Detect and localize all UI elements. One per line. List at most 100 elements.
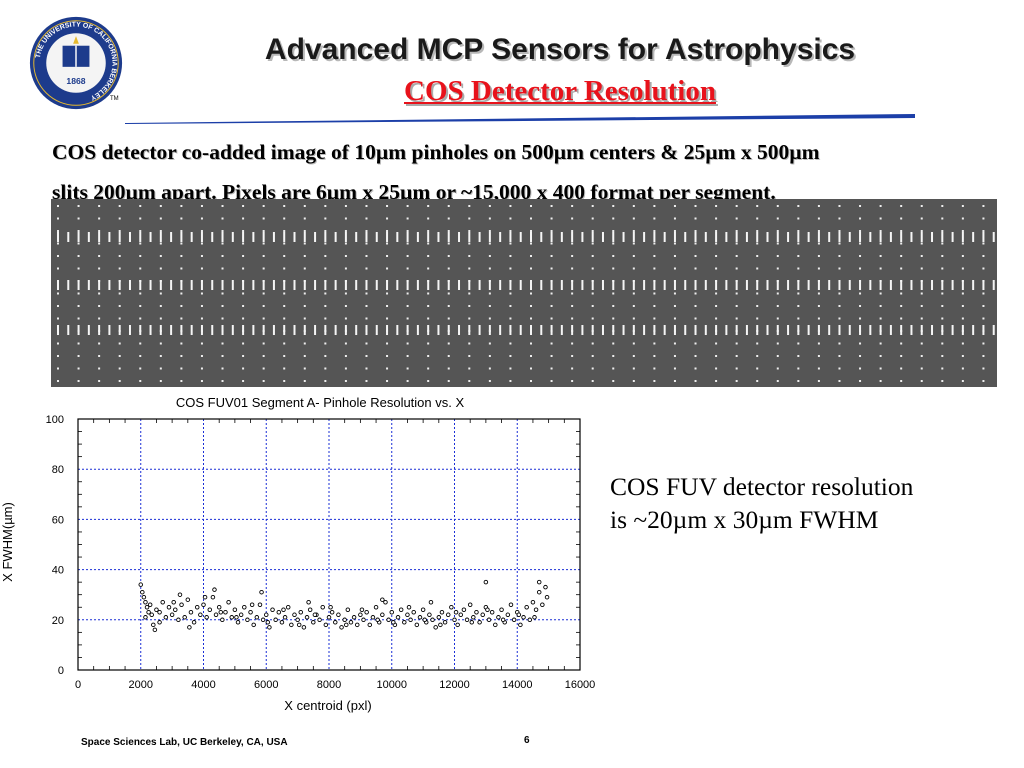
data-point — [273, 617, 278, 623]
pinhole-dot — [365, 230, 368, 232]
data-point — [336, 612, 341, 618]
y-tick-label: 0 — [58, 665, 64, 677]
slit-mark — [807, 280, 810, 290]
pinhole-dot — [200, 255, 203, 257]
pinhole-dot — [406, 317, 409, 320]
slit-mark — [324, 280, 327, 290]
pinhole-dot — [530, 380, 532, 382]
pinhole-dot — [817, 305, 820, 307]
pinhole-dot — [98, 217, 101, 220]
slit-mark — [601, 232, 604, 242]
pinhole-dot — [961, 292, 964, 295]
pinhole-dot — [242, 317, 245, 320]
pinhole-dot — [797, 267, 800, 270]
slit-mark — [416, 280, 419, 290]
pinhole-dot — [386, 342, 389, 345]
slit-mark — [766, 325, 769, 335]
pinhole-dot — [941, 242, 944, 245]
pinhole-dot — [221, 367, 224, 370]
pinhole-dot — [838, 255, 841, 257]
pinhole-dot — [694, 355, 697, 357]
pinhole-dot — [859, 242, 862, 245]
pinhole-dot — [776, 355, 779, 357]
slit-mark — [591, 232, 594, 242]
x-tick-label: 12000 — [439, 679, 470, 691]
pinhole-dot — [139, 242, 142, 245]
slit-mark — [560, 325, 563, 335]
pinhole-dot — [180, 217, 183, 220]
data-point — [521, 615, 526, 620]
chart-plot-frame — [77, 418, 581, 671]
data-point — [157, 620, 162, 625]
pinhole-dot — [509, 267, 512, 270]
pinhole-dot — [612, 342, 615, 345]
slit-mark — [437, 325, 440, 335]
pinhole-dot — [303, 305, 306, 307]
pinhole-dot — [344, 342, 347, 345]
slit-mark — [355, 232, 358, 242]
data-point — [436, 615, 442, 620]
slit-mark — [355, 280, 358, 290]
pinhole-dot — [715, 230, 718, 232]
pinhole-dot — [386, 292, 389, 295]
data-point — [320, 604, 325, 610]
pinhole-dot — [797, 317, 800, 320]
pinhole-dot — [982, 267, 985, 270]
pinhole-dot — [488, 355, 491, 357]
pinhole-dot — [344, 292, 347, 295]
x-tick-label: 10000 — [376, 679, 407, 691]
pinhole-dot — [468, 205, 471, 207]
slit-mark — [653, 280, 656, 290]
pinhole-dot — [982, 355, 985, 357]
data-point — [143, 599, 148, 605]
data-point — [449, 604, 454, 610]
pinhole-dot — [673, 242, 676, 245]
data-point — [218, 610, 224, 615]
pinhole-dot — [879, 367, 882, 370]
pinhole-dot — [591, 230, 594, 232]
pinhole-dot — [920, 380, 923, 382]
slit-mark — [396, 280, 399, 290]
slit-mark — [961, 325, 964, 335]
slit-mark — [612, 232, 615, 242]
data-point — [536, 589, 542, 595]
pinhole-dot — [694, 380, 697, 382]
pinhole-dot — [550, 355, 553, 357]
slit-mark — [375, 325, 378, 335]
slit-mark — [941, 280, 944, 290]
slit-mark — [612, 280, 615, 290]
slit-mark — [180, 280, 183, 290]
slit-mark — [540, 280, 543, 290]
y-tick-label: 40 — [52, 565, 64, 577]
seal-star-icon — [73, 36, 79, 44]
slit-mark — [725, 280, 728, 290]
slit-mark — [375, 280, 378, 290]
slit-mark — [848, 325, 851, 335]
pinhole-dot — [961, 342, 964, 345]
pinhole-dot — [653, 255, 656, 257]
slit-mark — [622, 325, 625, 335]
pinhole-dot — [817, 317, 820, 320]
pinhole-dot — [920, 242, 923, 245]
pinhole-dot — [756, 317, 759, 320]
slit-mark — [283, 325, 286, 335]
slit-mark — [992, 280, 995, 290]
pinhole-dot — [920, 217, 923, 220]
slit-mark — [509, 325, 512, 335]
pinhole-dot — [900, 355, 903, 357]
data-point — [458, 612, 464, 618]
slit-mark — [941, 232, 944, 242]
pinhole-dot — [673, 380, 676, 382]
seal-gold-line — [33, 20, 119, 106]
pinhole-dot — [159, 355, 162, 357]
pinhole-dot — [386, 267, 389, 270]
pinhole-dot — [221, 305, 224, 307]
pinhole-dot — [694, 305, 697, 307]
data-point — [296, 622, 302, 628]
data-point — [307, 607, 313, 613]
slit-mark — [756, 325, 759, 335]
pinhole-dot — [920, 355, 923, 357]
pinhole-dot — [283, 205, 286, 207]
pinhole-dot — [859, 380, 862, 382]
slit-mark — [139, 325, 142, 335]
